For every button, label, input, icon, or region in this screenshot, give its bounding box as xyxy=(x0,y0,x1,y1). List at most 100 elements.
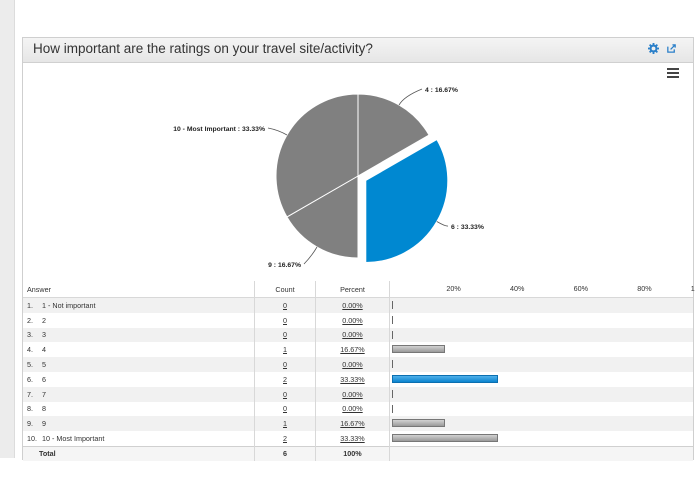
percent-cell: 33.33% xyxy=(315,431,390,447)
percent-link[interactable]: 33.33% xyxy=(340,434,365,444)
chart-menu-icon[interactable] xyxy=(667,68,679,80)
export-icon[interactable] xyxy=(665,43,677,55)
answer-header: Answer xyxy=(23,281,255,298)
slice-label: 4 : 16.67% xyxy=(425,87,458,94)
table-row: 6. 6 2 33.33% xyxy=(23,371,693,387)
percent-bar xyxy=(392,345,445,354)
table-row: 3. 3 0 0.00% xyxy=(23,327,693,343)
answer-label: 5 xyxy=(42,360,46,370)
count-link[interactable]: 2 xyxy=(283,374,287,384)
table-row: 8. 8 0 0.00% xyxy=(23,401,693,417)
count-cell: 1 xyxy=(254,416,316,432)
count-link[interactable]: 0 xyxy=(283,315,287,325)
percent-cell: 16.67% xyxy=(315,416,390,432)
count-link[interactable]: 0 xyxy=(283,404,287,414)
row-number: 9. xyxy=(27,419,33,429)
percent-cell: 0.00% xyxy=(315,297,390,313)
count-cell: 1 xyxy=(254,342,316,358)
answer-label: 8 xyxy=(42,404,46,414)
slice-connector xyxy=(398,88,423,106)
table-row: 9. 9 1 16.67% xyxy=(23,416,693,432)
percent-link[interactable]: 0.00% xyxy=(342,360,363,370)
percent-cell: 0.00% xyxy=(315,327,390,343)
panel-header: How important are the ratings on your tr… xyxy=(23,38,693,63)
total-label: Total xyxy=(23,445,255,461)
percent-bar xyxy=(392,419,445,428)
percent-link[interactable]: 0.00% xyxy=(342,300,363,310)
row-number: 4. xyxy=(27,345,33,355)
answer-cell: 4. 4 xyxy=(23,342,255,357)
question-panel: How important are the ratings on your tr… xyxy=(22,37,695,461)
percent-cell: 0.00% xyxy=(315,401,390,417)
pie-chart: 4 : 16.67% 6 : 33.33% 9 : 16.67% 10 - Most … xyxy=(173,87,484,269)
percent-cell: 0.00% xyxy=(315,386,390,402)
row-number: 10. xyxy=(27,434,37,444)
axis-tick-label: 100% xyxy=(690,284,695,293)
percent-link[interactable]: 0.00% xyxy=(342,315,363,325)
left-sidebar-strip xyxy=(0,0,15,458)
percent-bar xyxy=(392,374,498,383)
axis-tick-label: 60% xyxy=(573,284,588,293)
row-number: 6. xyxy=(27,374,33,384)
row-number: 7. xyxy=(27,389,33,399)
count-link[interactable]: 1 xyxy=(283,345,287,355)
percent-cell: 0.00% xyxy=(315,357,390,372)
bar-cell xyxy=(389,297,693,313)
pie-slice[interactable] xyxy=(365,138,449,264)
percent-bar xyxy=(392,404,394,413)
percent-link[interactable]: 0.00% xyxy=(342,389,363,399)
axis-tick-label: 80% xyxy=(637,284,652,293)
bar-cell xyxy=(389,357,693,372)
bar-cell xyxy=(389,312,693,328)
percent-link[interactable]: 0.00% xyxy=(342,330,363,340)
answer-label: 3 xyxy=(42,330,46,340)
percent-link[interactable]: 16.67% xyxy=(340,345,365,355)
answer-cell: 10. 10 - Most Important xyxy=(23,431,255,446)
count-link[interactable]: 0 xyxy=(283,389,287,399)
percent-link[interactable]: 16.67% xyxy=(340,419,365,429)
count-cell: 0 xyxy=(254,386,316,402)
count-cell: 0 xyxy=(254,401,316,417)
percent-bar xyxy=(392,330,394,339)
answer-cell: 6. 6 xyxy=(23,372,255,387)
answer-label: 2 xyxy=(42,315,46,325)
results-table: Answer Count Percent 20% 40% 60% 80% 100% 1.… xyxy=(23,281,695,461)
slice-label: 6 : 33.33% xyxy=(451,224,484,231)
count-header: Count xyxy=(254,281,316,298)
percent-link[interactable]: 33.33% xyxy=(340,374,365,384)
answer-cell: 2. 2 xyxy=(23,313,255,328)
table-row: 2. 2 0 0.00% xyxy=(23,312,693,328)
percent-link[interactable]: 0.00% xyxy=(342,404,363,414)
pie-slice[interactable] xyxy=(275,93,359,218)
table-row: 4. 4 1 16.67% xyxy=(23,342,693,358)
row-number: 2. xyxy=(27,315,33,325)
bar-axis-header: 20% 40% 60% 80% 100% xyxy=(389,281,695,298)
slice-connector xyxy=(303,246,318,265)
answer-cell: 1. 1 - Not important xyxy=(23,297,255,313)
count-link[interactable]: 0 xyxy=(283,360,287,370)
percent-cell: 0.00% xyxy=(315,312,390,328)
axis-tick-label: 40% xyxy=(509,284,525,293)
count-link[interactable]: 0 xyxy=(283,300,287,310)
slice-label: 9 : 16.67% xyxy=(268,262,301,269)
answer-cell: 9. 9 xyxy=(23,416,255,432)
bar-cell xyxy=(389,371,693,387)
table-row: 10. 10 - Most Important 2 33.33% xyxy=(23,431,693,447)
answer-cell: 7. 7 xyxy=(23,386,255,402)
count-cell: 0 xyxy=(254,297,316,313)
bar-cell xyxy=(389,431,693,447)
answer-label: 7 xyxy=(42,389,46,399)
answer-label: 1 - Not important xyxy=(42,300,96,310)
axis-tick-label: 20% xyxy=(446,284,461,293)
gear-icon[interactable] xyxy=(647,43,659,55)
percent-header: Percent xyxy=(315,281,390,298)
bar-cell xyxy=(389,401,693,417)
bar-cell xyxy=(389,416,693,432)
count-link[interactable]: 2 xyxy=(283,434,287,444)
count-link[interactable]: 0 xyxy=(283,330,287,340)
row-number: 8. xyxy=(27,404,33,414)
total-percent: 100% xyxy=(315,445,390,461)
count-link[interactable]: 1 xyxy=(283,419,287,429)
total-count: 6 xyxy=(254,445,316,461)
row-number: 3. xyxy=(27,330,33,340)
